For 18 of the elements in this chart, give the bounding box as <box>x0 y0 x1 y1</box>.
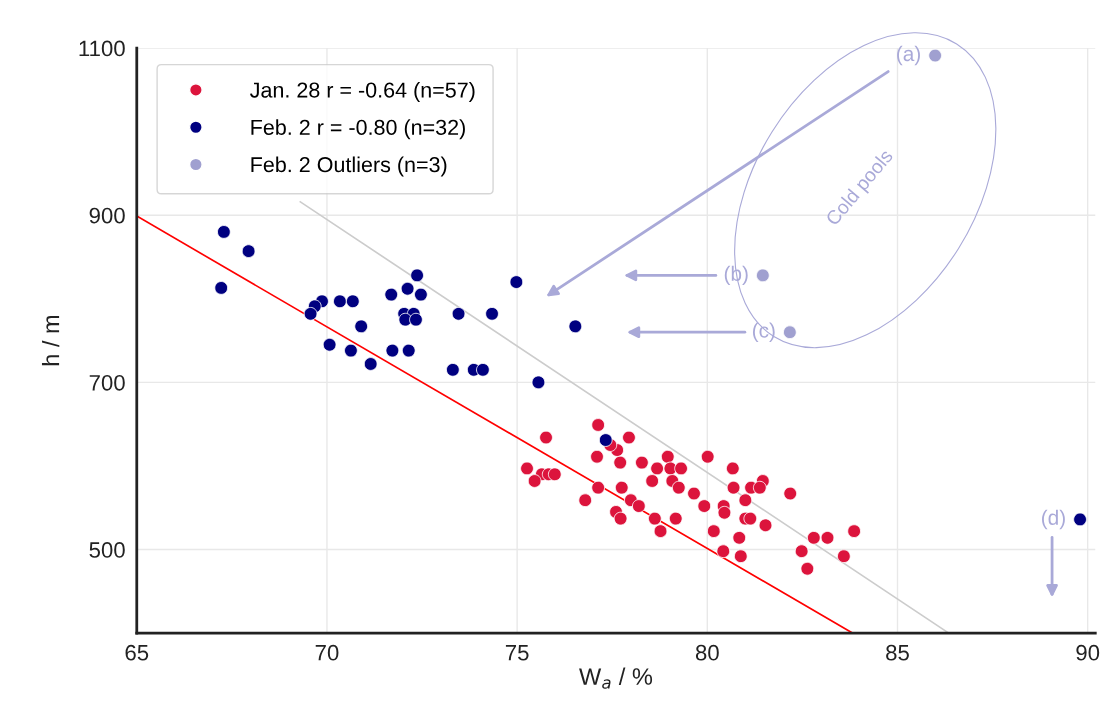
y-tick-label: 700 <box>89 374 125 391</box>
annotation: (a) <box>897 45 920 66</box>
x-tick-label: 70 <box>315 644 339 661</box>
y-tick-label: 1100 <box>79 40 125 57</box>
annotation: (b) <box>724 265 748 286</box>
x-axis-title: W$_{a}$ / % <box>579 667 653 689</box>
x-tick-label: 80 <box>695 644 719 661</box>
legend-label: Jan. 28 r = -0.64 (n=57) <box>250 81 475 102</box>
x-tick-label: 85 <box>886 644 909 661</box>
annotation: (d) <box>1042 509 1065 530</box>
legend-label: Feb. 2 Outliers (n=3) <box>251 156 447 177</box>
x-tick-label: 90 <box>1076 644 1100 661</box>
legend-label: Feb. 2 r = -0.80 (n=32) <box>251 119 465 140</box>
x-tick-label: 65 <box>125 644 149 661</box>
y-axis-title: h / m <box>41 315 60 366</box>
y-tick-label: 500 <box>89 542 125 558</box>
y-tick-label: 900 <box>89 207 125 224</box>
x-tick-label: 75 <box>505 645 529 661</box>
